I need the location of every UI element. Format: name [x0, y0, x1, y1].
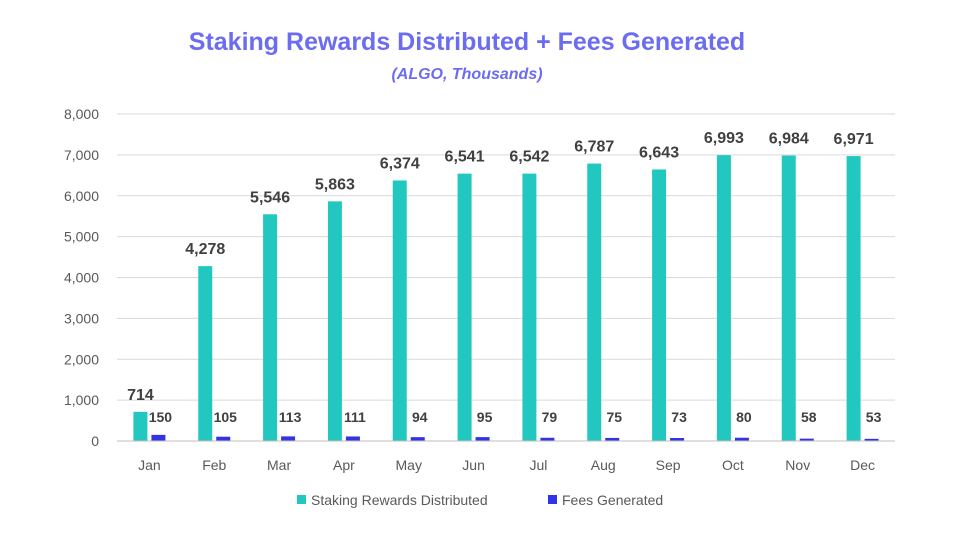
data-label-fees: 80	[736, 409, 752, 425]
bar-staking-rewards	[198, 266, 213, 441]
bar-staking-rewards	[716, 155, 731, 441]
data-label-fees: 111	[344, 409, 366, 425]
x-tick-label: Jul	[529, 457, 547, 473]
gridlines	[117, 113, 895, 401]
data-labels: 714 150 4,278 105 5,546 113 5,863 111 6,374 94 6,5…	[127, 130, 882, 425]
y-tick-label: 7,000	[64, 147, 99, 163]
bar-fees-generated	[410, 437, 425, 441]
chart-subtitle: (ALGO, Thousands)	[391, 66, 543, 83]
bar-fees-generated	[345, 436, 360, 441]
bar-fees-generated	[151, 434, 166, 441]
x-tick-label: Mar	[267, 457, 291, 473]
data-label-fees: 58	[801, 409, 817, 425]
data-label-fees: 53	[866, 409, 882, 425]
bar-fees-generated	[734, 437, 749, 441]
data-label-fees: 73	[671, 409, 687, 425]
y-tick-label: 5,000	[64, 229, 99, 245]
bar-fees-generated	[670, 438, 685, 441]
data-label-fees: 150	[149, 409, 173, 425]
y-tick-label: 1,000	[64, 392, 99, 408]
bars	[133, 155, 879, 442]
data-label-staking: 6,643	[639, 144, 679, 161]
data-label-staking: 6,787	[574, 139, 614, 156]
data-label-staking: 4,278	[185, 241, 225, 258]
data-label-fees: 94	[412, 409, 428, 425]
bar-fees-generated	[864, 438, 879, 441]
bar-fees-generated	[540, 437, 555, 441]
bar-fees-generated	[281, 436, 296, 441]
chart-title: Staking Rewards Distributed + Fees Gener…	[188, 28, 746, 56]
data-label-staking: 6,984	[769, 131, 809, 148]
legend-swatch-staking	[297, 495, 306, 504]
y-tick-label: 6,000	[64, 188, 99, 204]
bar-staking-rewards	[457, 173, 472, 441]
bar-staking-rewards	[263, 214, 278, 441]
bar-staking-rewards	[392, 180, 407, 441]
data-label-fees: 113	[279, 409, 302, 425]
x-tick-label: Nov	[785, 457, 810, 473]
bar-staking-rewards	[327, 201, 342, 441]
data-label-staking: 6,971	[834, 131, 874, 148]
bar-staking-rewards	[846, 156, 861, 442]
x-tick-label: Jan	[138, 457, 161, 473]
x-tick-label: Jun	[462, 457, 485, 473]
x-tick-label: Oct	[722, 457, 744, 473]
x-tick-label: Dec	[850, 457, 875, 473]
x-tick-label: Aug	[591, 457, 616, 473]
bar-fees-generated	[605, 437, 620, 441]
y-tick-label: 2,000	[64, 351, 99, 367]
data-label-staking: 6,993	[704, 130, 744, 147]
y-tick-label: 8,000	[64, 106, 99, 122]
bar-fees-generated	[475, 437, 490, 441]
bar-staking-rewards	[587, 163, 602, 442]
bar-staking-rewards	[781, 155, 796, 442]
legend: Staking Rewards Distributed Fees Generate…	[297, 492, 663, 508]
y-tick-label: 0	[91, 433, 99, 449]
data-label-fees: 79	[542, 409, 558, 425]
x-tick-label: Apr	[333, 457, 355, 473]
data-label-staking: 6,374	[380, 155, 420, 172]
bar-staking-rewards	[652, 169, 667, 441]
x-tick-label: May	[396, 457, 422, 473]
bar-fees-generated	[799, 438, 814, 441]
legend-label-staking: Staking Rewards Distributed	[311, 492, 488, 508]
bar-staking-rewards	[133, 411, 148, 441]
y-tick-label: 3,000	[64, 310, 99, 326]
bar-staking-rewards	[522, 173, 537, 441]
data-label-fees: 105	[214, 409, 238, 425]
y-tick-label: 4,000	[64, 270, 99, 286]
legend-label-fees: Fees Generated	[562, 492, 663, 508]
x-axis-ticks: Jan Feb Mar Apr May Jun Jul Aug Sep Oct Nov Dec	[138, 457, 875, 473]
data-label-staking: 5,546	[250, 189, 290, 206]
x-tick-label: Sep	[656, 457, 681, 473]
data-label-staking: 5,863	[315, 176, 355, 193]
data-label-staking: 714	[127, 387, 154, 404]
legend-swatch-fees	[548, 495, 557, 504]
x-tick-label: Feb	[202, 457, 226, 473]
y-axis-ticks: 0 1,000 2,000 3,000 4,000 5,000 6,000 7,000 8,00…	[64, 106, 99, 449]
data-label-fees: 75	[606, 409, 622, 425]
data-label-staking: 6,542	[509, 149, 549, 166]
data-label-staking: 6,541	[445, 149, 485, 166]
data-label-fees: 95	[477, 409, 493, 425]
bar-fees-generated	[216, 436, 231, 441]
